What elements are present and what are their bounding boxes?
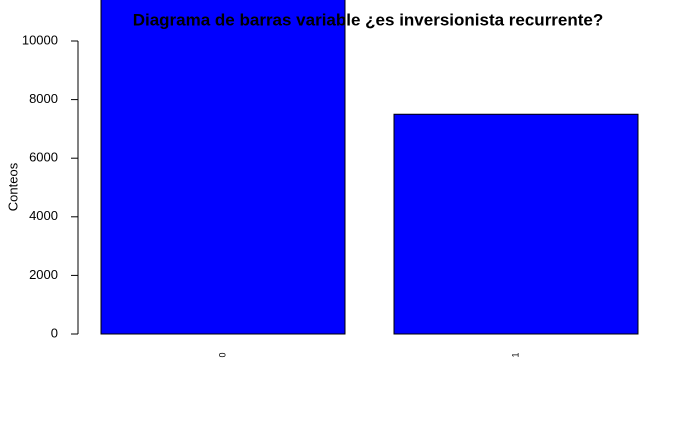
y-tick-label: 2000 xyxy=(29,267,58,282)
y-tick-label: 4000 xyxy=(29,208,58,223)
y-tick-label: 6000 xyxy=(29,150,58,165)
x-tick-label: 1 xyxy=(510,352,520,357)
y-tick-label: 0 xyxy=(51,325,58,340)
y-axis-label: Conteos xyxy=(5,162,20,211)
x-tick-label: 0 xyxy=(217,352,227,357)
chart-title: Diagrama de barras variable ¿es inversio… xyxy=(133,10,604,29)
bar xyxy=(393,113,639,335)
y-tick-label: 8000 xyxy=(29,91,58,106)
y-tick-label: 10000 xyxy=(22,32,58,47)
bar xyxy=(100,0,346,335)
